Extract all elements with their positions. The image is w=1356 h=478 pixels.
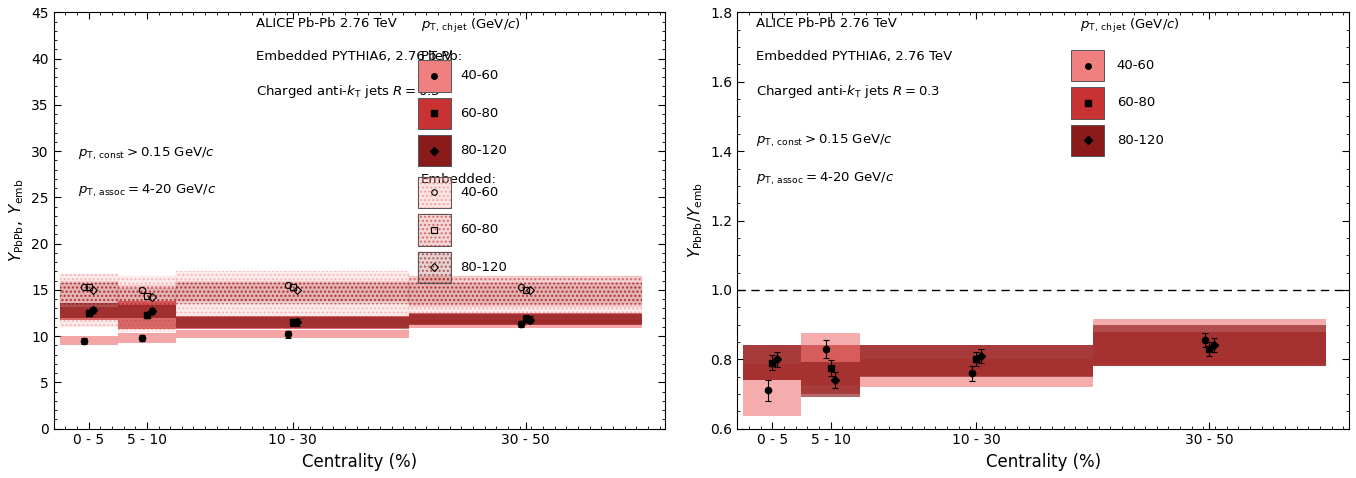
- Text: ALICE Pb-Pb 2.76 TeV: ALICE Pb-Pb 2.76 TeV: [755, 17, 896, 30]
- FancyBboxPatch shape: [418, 135, 452, 166]
- FancyBboxPatch shape: [418, 214, 452, 246]
- Bar: [176, 282, 410, 304]
- Text: Embedded:: Embedded:: [420, 173, 496, 185]
- Bar: [801, 346, 860, 394]
- Text: $p_{\rm T,\,assoc} = 4\text{-}20$ GeV/$c$: $p_{\rm T,\,assoc} = 4\text{-}20$ GeV/$c…: [79, 183, 217, 199]
- Bar: [743, 346, 801, 380]
- Bar: [743, 346, 801, 380]
- Bar: [860, 346, 1093, 377]
- Text: 40-60: 40-60: [461, 186, 499, 199]
- Bar: [60, 281, 118, 306]
- Bar: [60, 282, 118, 304]
- Bar: [60, 306, 118, 319]
- Bar: [176, 281, 410, 301]
- FancyBboxPatch shape: [1071, 50, 1104, 81]
- Bar: [118, 333, 176, 343]
- Bar: [1093, 325, 1326, 366]
- Text: Embedded PYTHIA6, 2.76 TeV: Embedded PYTHIA6, 2.76 TeV: [255, 50, 452, 63]
- FancyBboxPatch shape: [418, 177, 452, 208]
- Bar: [60, 281, 118, 306]
- Text: ALICE Pb-Pb 2.76 TeV: ALICE Pb-Pb 2.76 TeV: [255, 17, 396, 30]
- Text: $p_{\rm T,\,const} > 0.15$ GeV/$c$: $p_{\rm T,\,const} > 0.15$ GeV/$c$: [79, 146, 216, 162]
- Bar: [176, 281, 410, 301]
- Text: Pb-Pb:: Pb-Pb:: [420, 50, 462, 63]
- Bar: [118, 276, 176, 332]
- Bar: [118, 285, 176, 306]
- Bar: [118, 288, 176, 306]
- Bar: [410, 313, 641, 324]
- Y-axis label: $Y_{\mathrm{PbPb}},\ Y_{\mathrm{emb}}$: $Y_{\mathrm{PbPb}},\ Y_{\mathrm{emb}}$: [7, 179, 26, 262]
- Text: $p_{\rm T,\,ch\,jet}$ (GeV/$c$): $p_{\rm T,\,ch\,jet}$ (GeV/$c$): [420, 17, 521, 34]
- Bar: [118, 285, 176, 306]
- Bar: [176, 330, 410, 338]
- Bar: [743, 365, 801, 416]
- Bar: [176, 317, 410, 328]
- Bar: [60, 336, 118, 346]
- Bar: [860, 346, 1093, 376]
- Text: $p_{\rm T,\,assoc} = 4\text{-}20$ GeV/$c$: $p_{\rm T,\,assoc} = 4\text{-}20$ GeV/$c…: [755, 171, 894, 187]
- Bar: [176, 316, 410, 329]
- FancyBboxPatch shape: [1071, 125, 1104, 156]
- Text: 40-60: 40-60: [461, 69, 499, 82]
- Bar: [410, 282, 641, 304]
- FancyBboxPatch shape: [418, 98, 452, 129]
- Bar: [410, 276, 641, 306]
- Text: Charged anti-$k_{\rm T}$ jets $R = 0.3$: Charged anti-$k_{\rm T}$ jets $R = 0.3$: [755, 83, 940, 100]
- Bar: [410, 276, 641, 306]
- Bar: [410, 282, 641, 304]
- Bar: [118, 304, 176, 318]
- Text: Charged anti-$k_{\rm T}$ jets $R = 0.3$: Charged anti-$k_{\rm T}$ jets $R = 0.3$: [255, 83, 439, 100]
- Bar: [176, 272, 410, 322]
- Text: $p_{\rm T,\,const} > 0.15$ GeV/$c$: $p_{\rm T,\,const} > 0.15$ GeV/$c$: [755, 133, 892, 149]
- Text: 40-60: 40-60: [1116, 59, 1155, 72]
- Bar: [801, 333, 860, 385]
- Text: 60-80: 60-80: [461, 223, 499, 237]
- Text: $p_{\rm T,\,ch\,jet}$ (GeV/$c$): $p_{\rm T,\,ch\,jet}$ (GeV/$c$): [1079, 17, 1180, 34]
- Bar: [410, 276, 641, 322]
- Bar: [60, 274, 118, 327]
- FancyBboxPatch shape: [418, 252, 452, 283]
- Bar: [801, 362, 860, 397]
- Bar: [176, 272, 410, 322]
- Text: 60-80: 60-80: [461, 107, 499, 120]
- FancyBboxPatch shape: [1071, 87, 1104, 119]
- Bar: [60, 282, 118, 304]
- X-axis label: Centrality (%): Centrality (%): [986, 453, 1101, 471]
- Bar: [410, 320, 641, 328]
- X-axis label: Centrality (%): Centrality (%): [302, 453, 418, 471]
- Bar: [118, 288, 176, 306]
- Text: 80-120: 80-120: [1116, 134, 1163, 147]
- Bar: [60, 274, 118, 327]
- Bar: [410, 314, 641, 325]
- Text: 60-80: 60-80: [1116, 97, 1155, 109]
- Bar: [176, 282, 410, 304]
- Bar: [860, 359, 1093, 387]
- Bar: [1093, 332, 1326, 366]
- Bar: [118, 276, 176, 332]
- Bar: [60, 303, 118, 318]
- FancyBboxPatch shape: [418, 60, 452, 91]
- Bar: [410, 276, 641, 322]
- Text: 80-120: 80-120: [461, 144, 507, 157]
- Text: Embedded PYTHIA6, 2.76 TeV: Embedded PYTHIA6, 2.76 TeV: [755, 50, 952, 63]
- Y-axis label: $Y_{\mathrm{PbPb}} / Y_{\mathrm{emb}}$: $Y_{\mathrm{PbPb}} / Y_{\mathrm{emb}}$: [686, 183, 705, 259]
- Text: 80-120: 80-120: [461, 261, 507, 274]
- Bar: [1093, 319, 1326, 365]
- Bar: [118, 301, 176, 329]
